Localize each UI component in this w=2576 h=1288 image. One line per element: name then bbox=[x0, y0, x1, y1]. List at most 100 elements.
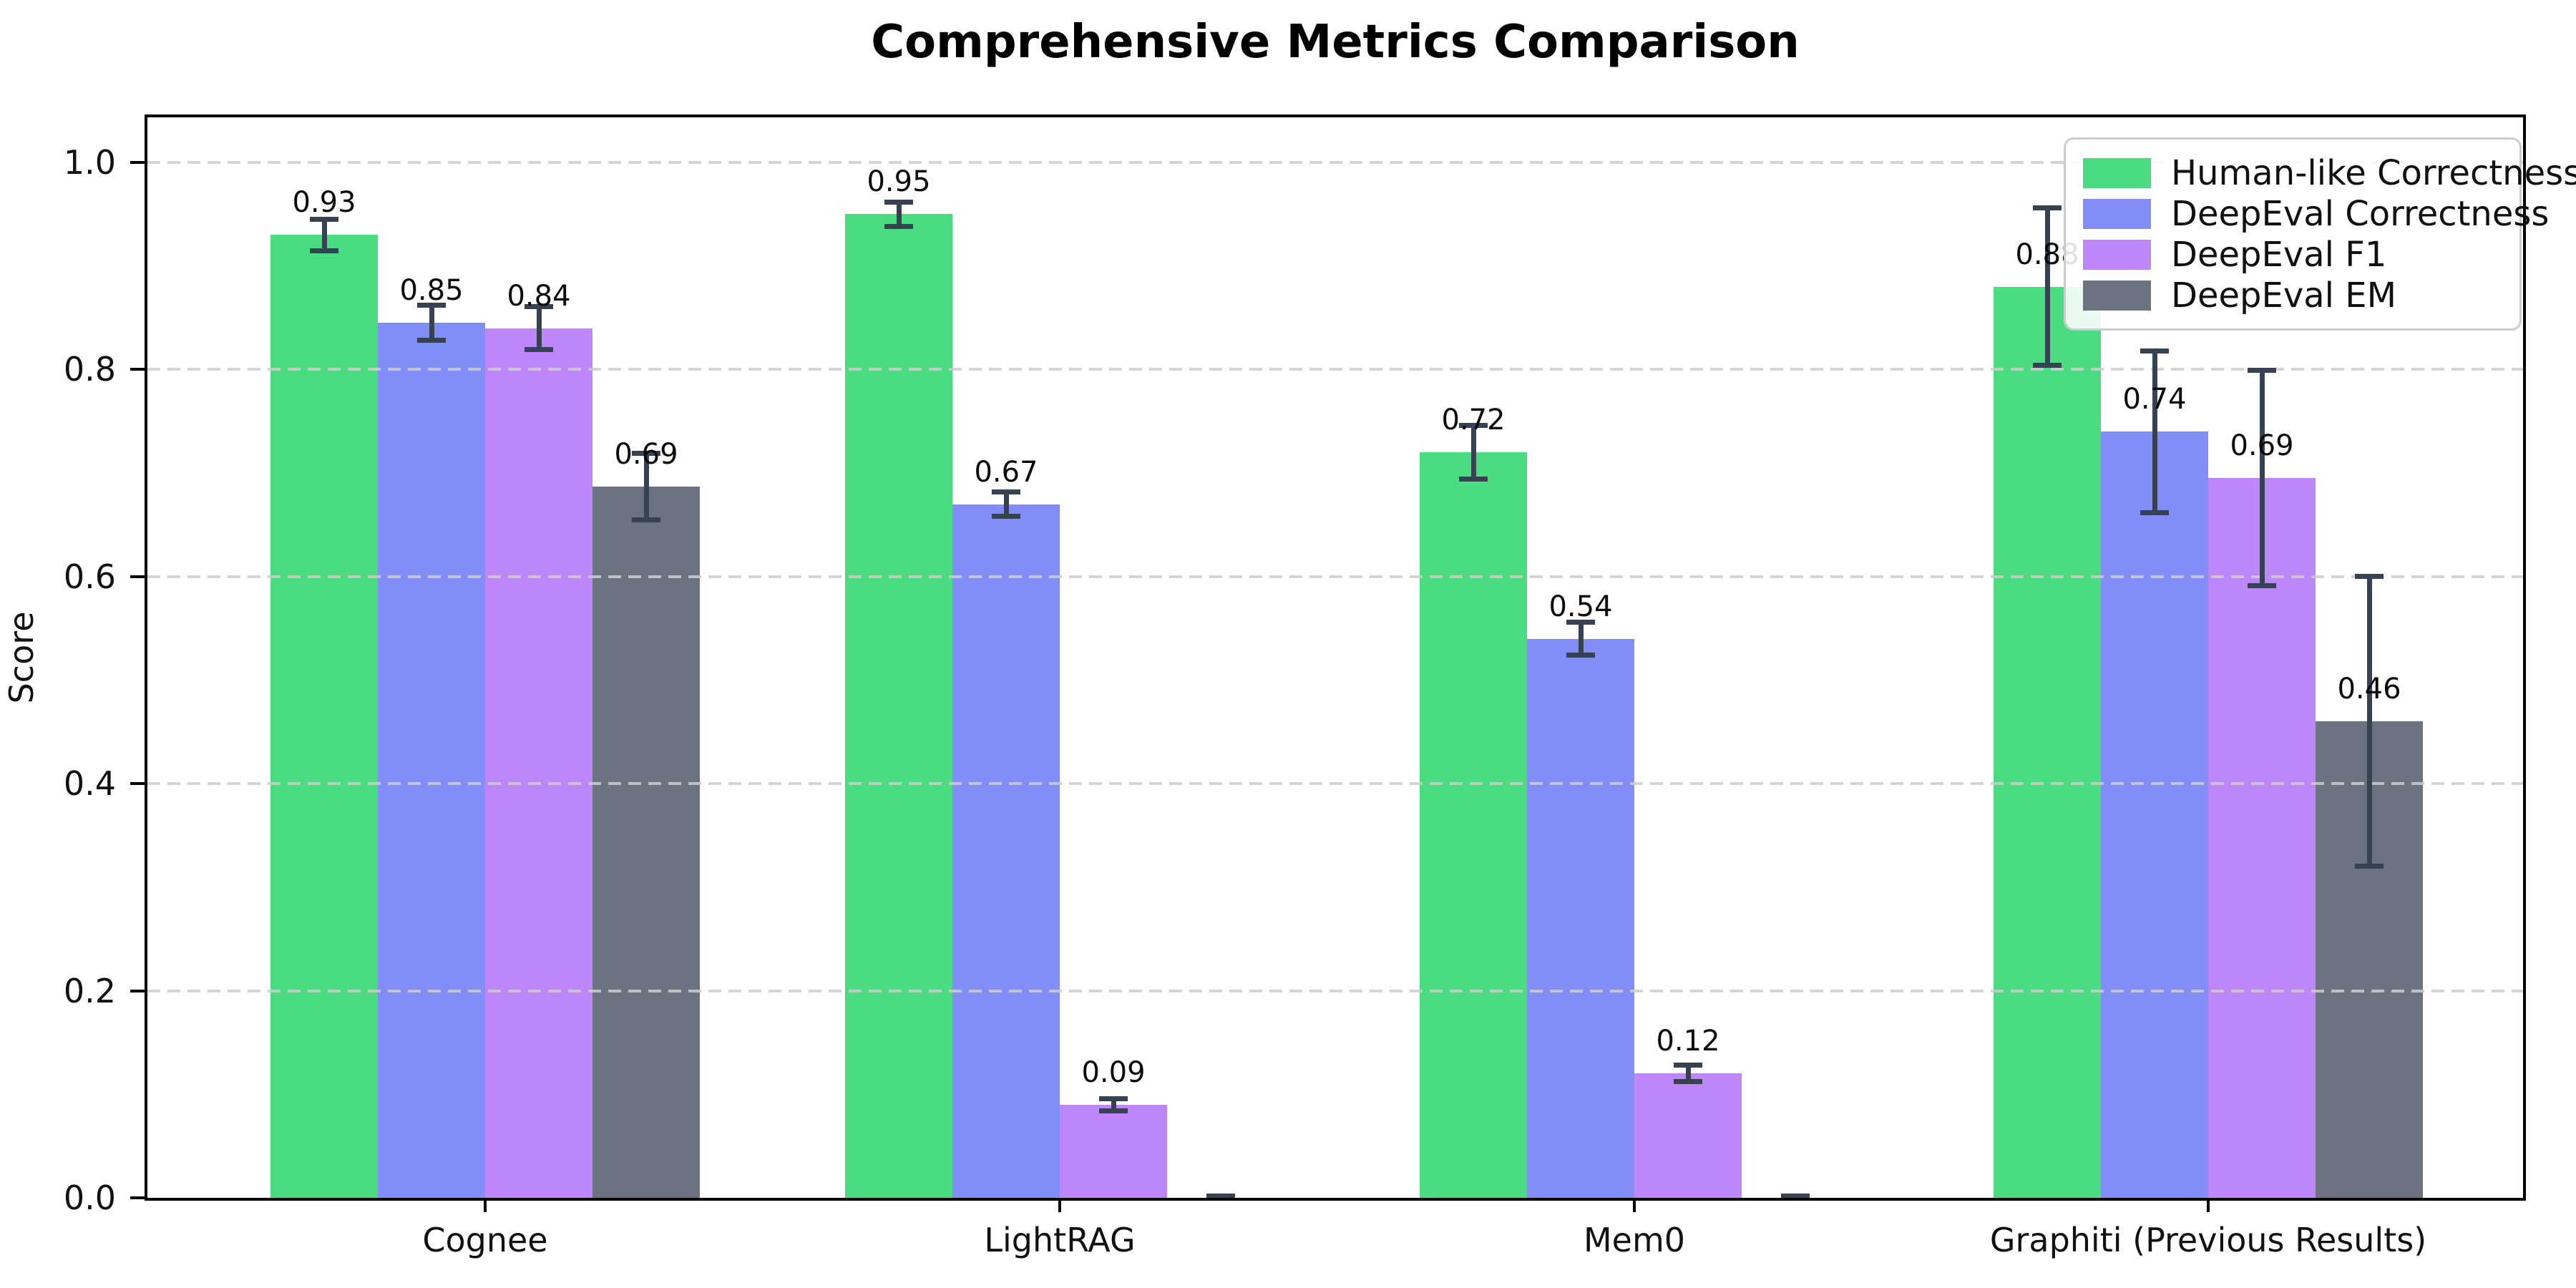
y-tick-label: 0.8 bbox=[63, 350, 116, 389]
error-bar-cap bbox=[310, 248, 338, 253]
gridline bbox=[147, 575, 2523, 578]
x-tick-label-graphiti-previous-results-: Graphiti (Previous Results) bbox=[1989, 1221, 2427, 1259]
legend-item-deepeval-correctness: DeepEval Correctness bbox=[2083, 193, 2549, 234]
error-bar-cap bbox=[2033, 205, 2062, 211]
y-tick-label: 0.2 bbox=[63, 971, 116, 1010]
error-bar bbox=[2259, 370, 2265, 586]
error-bar-cap bbox=[2355, 574, 2384, 580]
legend-swatch bbox=[2083, 157, 2151, 188]
error-bar-cap bbox=[1206, 1197, 1235, 1198]
gridline bbox=[147, 368, 2523, 371]
gridline bbox=[147, 782, 2523, 786]
y-tick-label: 0.4 bbox=[63, 764, 116, 804]
y-tick bbox=[130, 989, 145, 992]
bar-deepeval-f1-3 bbox=[2208, 478, 2316, 1198]
gridline bbox=[147, 161, 2523, 164]
x-tick bbox=[484, 1201, 487, 1212]
bar-human-like-correctness-0 bbox=[270, 235, 378, 1198]
error-bar-cap bbox=[417, 338, 446, 343]
error-bar-cap bbox=[2033, 363, 2062, 369]
bar-deepeval-f1-2 bbox=[1634, 1073, 1742, 1198]
y-tick bbox=[130, 1196, 145, 1199]
error-bar-cap bbox=[525, 347, 553, 353]
y-axis-label: Score bbox=[2, 611, 41, 704]
bar-value-label: 0.72 bbox=[1441, 404, 1506, 437]
error-bar-cap bbox=[525, 303, 553, 309]
gridline bbox=[147, 989, 2523, 992]
error-bar bbox=[1111, 1098, 1116, 1111]
chart-title: Comprehensive Metrics Comparison bbox=[871, 16, 1800, 69]
error-bar bbox=[1003, 492, 1009, 517]
bar-deepeval-em-0 bbox=[592, 486, 700, 1198]
bar-value-label: 0.69 bbox=[614, 437, 678, 471]
x-tick bbox=[1633, 1201, 1636, 1212]
bar-deepeval-correctness-0 bbox=[378, 323, 485, 1198]
y-tick-label: 0.6 bbox=[63, 557, 116, 596]
bar-deepeval-correctness-1 bbox=[952, 504, 1060, 1198]
error-bar-cap bbox=[1674, 1063, 1702, 1068]
y-tick bbox=[130, 782, 145, 786]
error-bar-cap bbox=[2248, 583, 2276, 589]
y-tick bbox=[130, 368, 145, 371]
legend-label: DeepEval F1 bbox=[2171, 234, 2387, 275]
error-bar-cap bbox=[417, 303, 446, 308]
y-tick bbox=[130, 161, 145, 164]
bar-value-label: 0.74 bbox=[2122, 383, 2187, 416]
bar-value-label: 0.67 bbox=[974, 455, 1038, 489]
x-tick-label-cognee: Cognee bbox=[422, 1221, 548, 1259]
bar-value-label: 0.54 bbox=[1548, 590, 1613, 623]
legend-item-human-like-correctness: Human-like Correctness bbox=[2083, 152, 2576, 193]
error-bar-cap bbox=[1099, 1108, 1128, 1113]
bar-human-like-correctness-1 bbox=[845, 214, 952, 1198]
legend-label: Human-like Correctness bbox=[2171, 152, 2576, 193]
legend: Human-like Correctness DeepEval Correctne… bbox=[2064, 137, 2576, 331]
y-tick bbox=[130, 575, 145, 578]
legend-swatch bbox=[2083, 198, 2151, 229]
legend-label: DeepEval Correctness bbox=[2171, 193, 2550, 234]
error-bar-cap bbox=[884, 199, 913, 205]
error-bar-cap bbox=[2355, 864, 2384, 869]
y-tick-label: 0.0 bbox=[63, 1179, 116, 1217]
bar-value-label: 0.46 bbox=[2337, 673, 2401, 706]
error-bar-cap bbox=[1459, 477, 1488, 482]
legend-swatch bbox=[2083, 280, 2151, 311]
bar-value-label: 0.84 bbox=[507, 279, 571, 313]
error-bar bbox=[1470, 425, 1476, 479]
error-bar-cap bbox=[632, 517, 660, 522]
error-bar-cap bbox=[1099, 1096, 1128, 1101]
error-bar bbox=[896, 202, 902, 227]
error-bar-cap bbox=[632, 451, 660, 457]
error-bar bbox=[643, 453, 649, 520]
error-bar bbox=[1685, 1065, 1691, 1082]
bar-deepeval-correctness-2 bbox=[1527, 638, 1634, 1198]
error-bar-cap bbox=[310, 217, 338, 223]
error-bar-cap bbox=[884, 224, 913, 230]
error-bar bbox=[536, 306, 542, 350]
bar-deepeval-f1-0 bbox=[485, 328, 592, 1198]
error-bar-cap bbox=[1566, 653, 1595, 658]
error-bar bbox=[2366, 576, 2372, 867]
bar-value-label: 0.85 bbox=[399, 274, 464, 308]
x-tick bbox=[2207, 1201, 2210, 1212]
x-tick-label-mem0: Mem0 bbox=[1583, 1221, 1686, 1259]
error-bar-cap bbox=[1206, 1193, 1235, 1198]
error-bar-cap bbox=[1459, 423, 1488, 429]
error-bar bbox=[2152, 351, 2157, 513]
bar-deepeval-correctness-3 bbox=[2101, 431, 2208, 1198]
error-bar-cap bbox=[992, 489, 1020, 494]
error-bar-cap bbox=[2140, 348, 2169, 353]
y-tick-label: 1.0 bbox=[63, 143, 116, 182]
bar-value-label: 0.09 bbox=[1081, 1055, 1146, 1089]
bar-deepeval-f1-1 bbox=[1060, 1104, 1167, 1198]
legend-label: DeepEval EM bbox=[2171, 275, 2396, 316]
error-bar-cap bbox=[1566, 619, 1595, 625]
bar-value-label: 0.69 bbox=[2230, 429, 2294, 463]
legend-item-deepeval-em: DeepEval EM bbox=[2083, 275, 2502, 316]
error-bar bbox=[1578, 622, 1584, 655]
error-bar-cap bbox=[992, 514, 1020, 519]
bar-human-like-correctness-3 bbox=[1994, 286, 2101, 1198]
legend-swatch bbox=[2083, 239, 2151, 270]
x-tick-label-lightrag: LightRAG bbox=[984, 1221, 1136, 1259]
error-bar-cap bbox=[2248, 368, 2276, 374]
